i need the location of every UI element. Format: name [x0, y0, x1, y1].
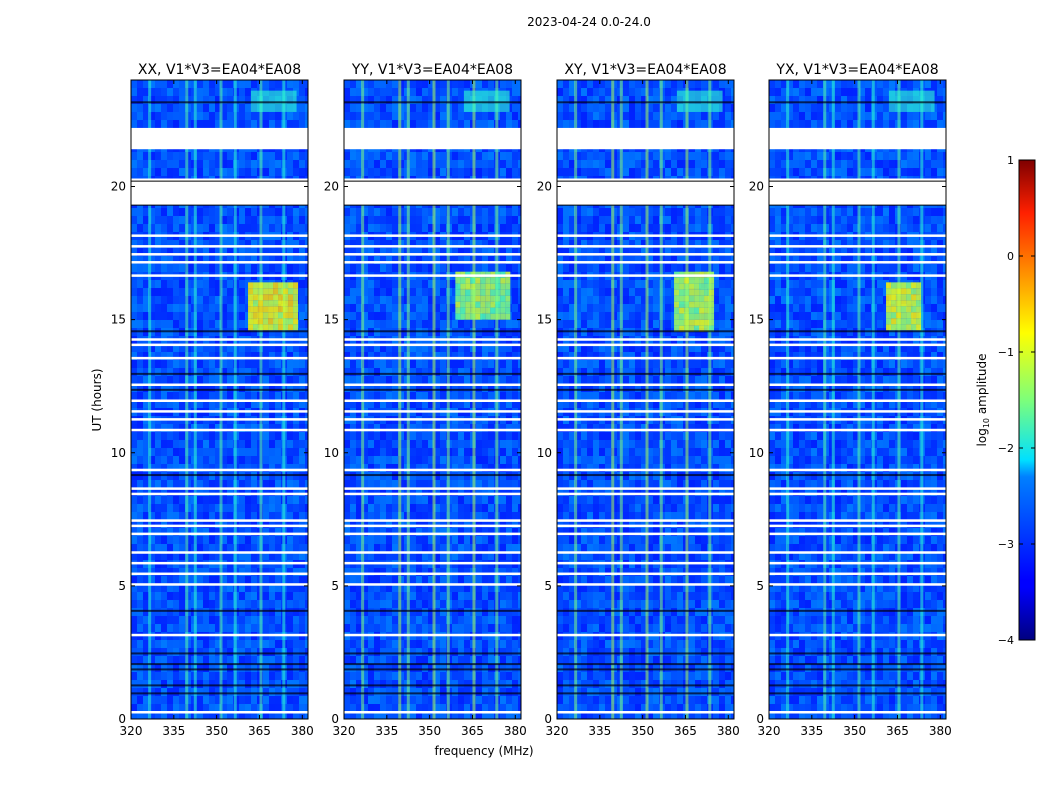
colorbar-label: log10 amplitude: [975, 354, 991, 447]
y-axis-label: UT (hours): [90, 368, 104, 431]
y-tick-label: 0: [544, 712, 552, 726]
colorbar-tick-label: −2: [998, 442, 1014, 455]
colorbar-tick-label: −4: [998, 634, 1014, 647]
x-tick-label: 380: [504, 724, 527, 738]
y-tick-label: 15: [537, 313, 552, 327]
x-tick-label: 365: [674, 724, 697, 738]
colorbar-ticks: 1 0 −1 −2 −3 −4: [998, 154, 1035, 647]
colorbar-tick-label: −3: [998, 538, 1014, 551]
y-tick-label: 20: [324, 180, 339, 194]
y-tick-label: 0: [756, 712, 764, 726]
y-tick-label: 20: [537, 180, 552, 194]
colorbar: 1 0 −1 −2 −3 −4 log10 amplitude: [975, 154, 1036, 647]
x-tick-label: 335: [375, 724, 398, 738]
panel-frame: [768, 79, 947, 720]
colorbar-tick-label: −1: [998, 346, 1014, 359]
x-tick-label: 320: [120, 724, 143, 738]
x-tick-label: 335: [800, 724, 823, 738]
x-tick-label: 380: [717, 724, 740, 738]
y-tick-label: 15: [749, 313, 764, 327]
panels: XX, V1*V3=EA04*EA08 320 335 350 365 380 0 5 10 15…: [111, 62, 952, 738]
y-tick-label: 10: [537, 446, 552, 460]
colorbar-gradient: [1018, 159, 1036, 641]
colorbar-tick-label: 1: [1007, 154, 1014, 167]
x-tick-label: 320: [546, 724, 569, 738]
x-tick-label: 335: [588, 724, 611, 738]
x-tick-label: 320: [333, 724, 356, 738]
y-tick-label: 10: [111, 446, 126, 460]
y-tick-label: 10: [749, 446, 764, 460]
y-tick-label: 10: [324, 446, 339, 460]
x-tick-label: 365: [886, 724, 909, 738]
x-tick-label: 350: [205, 724, 228, 738]
y-tick-label: 5: [544, 579, 552, 593]
y-tick-label: 5: [756, 579, 764, 593]
panel-1: XX, V1*V3=EA04*EA08 320 335 350 365 380 0 5 10 15…: [111, 62, 314, 738]
panel-title: XX, V1*V3=EA04*EA08: [138, 62, 301, 78]
heatmap-image: [769, 80, 946, 719]
colorbar-tick-label: 0: [1007, 250, 1014, 263]
panel-frame: [343, 79, 522, 720]
panel-title: YX, V1*V3=EA04*EA08: [775, 62, 938, 78]
x-tick-label: 380: [929, 724, 952, 738]
y-tick-label: 15: [324, 313, 339, 327]
panel-frame: [130, 79, 309, 720]
heatmap-image: [557, 80, 734, 719]
y-tick-label: 0: [118, 712, 126, 726]
panel-2: YY, V1*V3=EA04*EA08 320 335 350 365 380 0 5 10 15…: [324, 62, 527, 738]
panel-3: XY, V1*V3=EA04*EA08 320 335 350 365 380 0 5 10 15…: [537, 62, 740, 738]
heatmap-image: [131, 80, 308, 719]
panel-4: YX, V1*V3=EA04*EA08 320 335 350 365 380 0 5 10 15…: [749, 62, 952, 738]
panel-title: XY, V1*V3=EA04*EA08: [564, 62, 726, 78]
y-tick-label: 5: [331, 579, 339, 593]
x-tick-label: 350: [418, 724, 441, 738]
y-tick-label: 20: [111, 180, 126, 194]
y-tick-label: 0: [331, 712, 339, 726]
panel-title: YY, V1*V3=EA04*EA08: [351, 62, 513, 78]
y-tick-label: 5: [118, 579, 126, 593]
heatmap-image: [344, 80, 521, 719]
panel-frame: [556, 79, 735, 720]
x-tick-label: 335: [162, 724, 185, 738]
x-tick-label: 350: [843, 724, 866, 738]
x-tick-label: 365: [248, 724, 271, 738]
figure-title: 2023-04-24 0.0-24.0: [527, 15, 651, 29]
y-tick-label: 20: [749, 180, 764, 194]
x-tick-label: 365: [461, 724, 484, 738]
y-tick-label: 15: [111, 313, 126, 327]
x-tick-label: 350: [631, 724, 654, 738]
x-tick-label: 380: [291, 724, 314, 738]
x-axis-label: frequency (MHz): [434, 744, 533, 758]
x-tick-label: 320: [758, 724, 781, 738]
